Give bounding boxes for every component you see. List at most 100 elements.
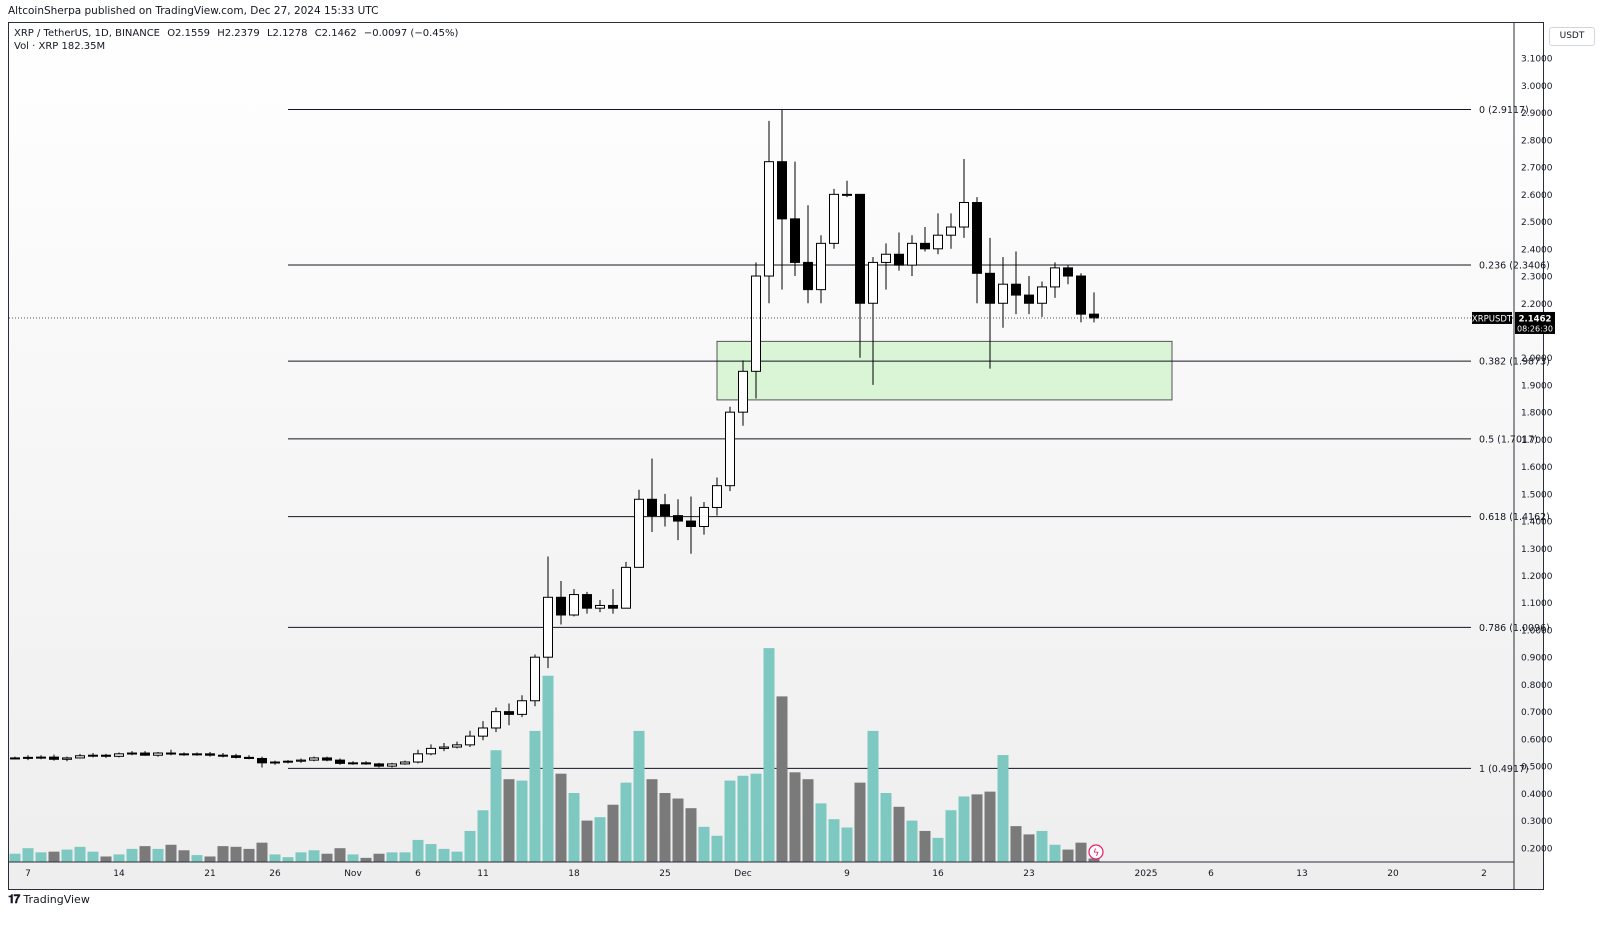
volume-bar	[165, 844, 177, 862]
candle	[257, 756, 267, 768]
volume-bar	[35, 852, 47, 862]
candle-body	[1063, 267, 1073, 277]
volume-bar	[659, 793, 671, 862]
volume-bar	[802, 779, 814, 862]
volume-bar	[113, 854, 125, 862]
footer-brand[interactable]: 𝟏𝟕 TradingView	[8, 892, 90, 907]
volume-bar	[763, 648, 775, 862]
candle-body	[894, 253, 904, 266]
y-tick-label: 2.0000	[1521, 354, 1553, 364]
symbol-label[interactable]: XRP / TetherUS, 1D, BINANCE	[14, 28, 160, 39]
candle-body	[374, 763, 384, 767]
candle-body	[504, 711, 514, 715]
candle	[10, 756, 20, 760]
candle	[686, 496, 696, 554]
candle	[556, 580, 566, 625]
y-tick-label: 0.2000	[1521, 844, 1553, 854]
candle-body	[452, 744, 462, 748]
y-tick-label: 1.1000	[1521, 599, 1553, 609]
candle	[816, 235, 826, 304]
footer-brand-label: TradingView	[23, 893, 90, 906]
y-tick-label: 2.9000	[1521, 109, 1553, 119]
volume-bar	[1049, 844, 1061, 862]
volume-bar	[633, 730, 645, 862]
volume-bar	[854, 782, 866, 862]
candle	[218, 753, 228, 758]
candle	[855, 193, 865, 358]
close-value: C2.1462	[314, 28, 357, 39]
tradingview-logo-icon: 𝟏𝟕	[8, 892, 20, 906]
volume-bar	[1062, 849, 1074, 862]
x-tick-label: Nov	[344, 869, 362, 879]
x-tick-label: 13	[1296, 869, 1307, 879]
candle-body	[413, 753, 423, 763]
y-tick-label: 0.6000	[1521, 735, 1553, 745]
candle-body	[270, 761, 280, 764]
candle-body	[1089, 313, 1099, 319]
candle	[504, 703, 514, 726]
candle-body	[62, 757, 72, 760]
symbol-tag-box	[1472, 311, 1512, 324]
volume-bar	[971, 794, 983, 862]
candle-body	[348, 762, 358, 765]
x-tick-label: 21	[204, 869, 215, 879]
x-tick-label: 18	[568, 869, 580, 879]
volume-bar	[464, 830, 476, 862]
candle-body	[998, 283, 1008, 304]
candle-body	[790, 218, 800, 263]
candle-body	[1011, 283, 1021, 296]
volume-bar	[152, 848, 164, 862]
y-tick-label: 0.3000	[1521, 817, 1553, 827]
y-tick-label: 2.2000	[1521, 300, 1553, 310]
candle-body	[36, 756, 46, 759]
volume-bar	[451, 851, 463, 862]
candle	[400, 760, 410, 765]
zone-layer	[716, 340, 1173, 401]
fib-level-label: 0 (2.9117)	[1479, 105, 1529, 116]
x-tick-label: 25	[659, 869, 670, 879]
currency-badge[interactable]: USDT	[1549, 27, 1595, 46]
candle	[36, 755, 46, 760]
candle-body	[985, 272, 995, 304]
candle-body	[153, 752, 163, 756]
candle-body	[829, 193, 839, 244]
candle-body	[738, 370, 748, 413]
x-tick-label: 16	[932, 869, 944, 879]
candle-body	[205, 753, 215, 756]
candle	[608, 589, 618, 614]
candle-body	[712, 485, 722, 508]
candle-body	[569, 594, 579, 616]
candle-body	[10, 757, 20, 760]
candle	[829, 188, 839, 249]
fib-level-label: 0.5 (1.7017)	[1479, 434, 1538, 445]
y-tick-label: 0.9000	[1521, 654, 1553, 664]
candle	[972, 197, 982, 304]
candle-body	[88, 754, 98, 757]
candle	[192, 752, 202, 756]
volume-bar	[477, 810, 489, 862]
candle-body	[244, 756, 254, 759]
volume-bar	[360, 857, 372, 862]
fib-layer: 0 (2.9117)0.236 (2.3406)0.382 (1.9873)0.…	[288, 105, 1550, 775]
y-tick-label: 0.7000	[1521, 708, 1553, 718]
candle	[881, 243, 891, 290]
y-tick-label: 1.5000	[1521, 490, 1553, 500]
volume-bar	[347, 854, 359, 862]
candle-body	[959, 202, 969, 228]
y-tick-label: 3.0000	[1521, 82, 1553, 92]
candle-body	[231, 755, 241, 758]
candle	[426, 744, 436, 756]
candle-body	[23, 756, 33, 759]
candle-body	[751, 275, 761, 372]
volume-bar	[724, 780, 736, 862]
volume-bar	[256, 842, 268, 862]
candle	[647, 458, 657, 532]
volume-bar	[711, 835, 723, 862]
candle	[140, 751, 150, 756]
candle	[920, 227, 930, 252]
volume-bar	[425, 844, 437, 862]
x-tick-label: 20	[1387, 869, 1399, 879]
x-tick-label: 7	[25, 869, 31, 879]
volume-bar	[945, 810, 957, 862]
